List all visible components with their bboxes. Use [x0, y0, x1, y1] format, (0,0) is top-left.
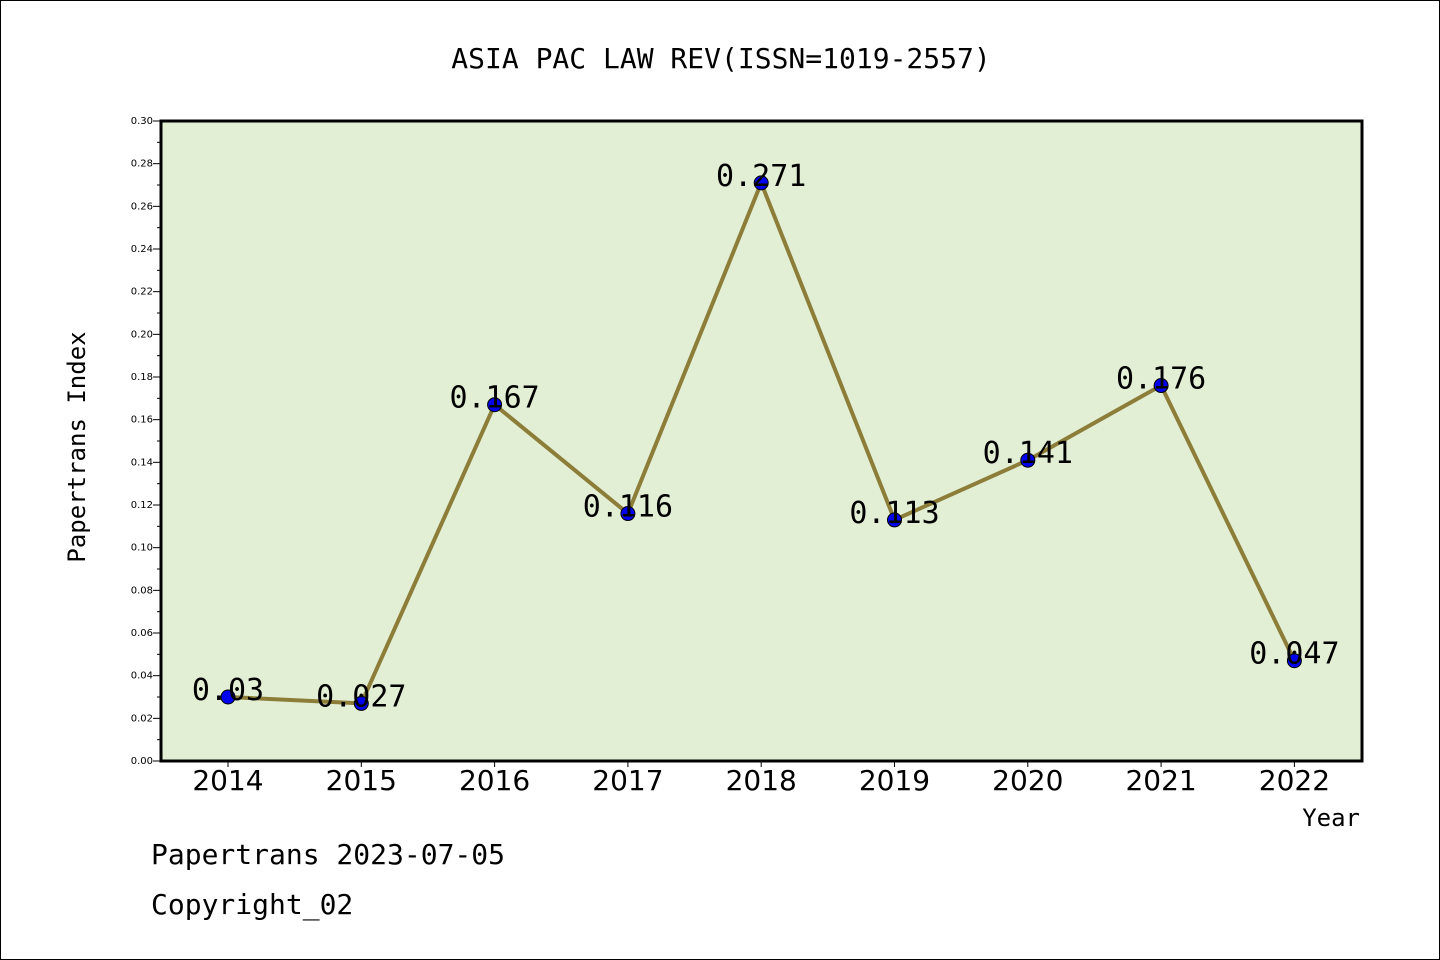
data-label: 0.271	[716, 159, 806, 194]
data-labels: 0.03 0.027 0.167 0.116 0.271 0.113 0.141 0.176 0…	[192, 159, 1340, 715]
data-point	[620, 506, 636, 522]
footer-copyright: Copyright_02	[151, 888, 353, 922]
y-axis-ticks: 0.00 0.02 0.04 0.06 0.08 0.10 0.12 0.14 0.16 0.18…	[131, 116, 161, 767]
data-label: 0.03	[192, 673, 264, 708]
data-point	[487, 397, 503, 413]
x-tick-label: 2015	[326, 764, 397, 797]
x-axis-label: Year	[1302, 804, 1360, 832]
x-tick-label: 2016	[459, 764, 530, 797]
data-point	[353, 695, 369, 711]
x-tick-label: 2022	[1259, 764, 1330, 797]
y-tick-label: 0.06	[131, 628, 153, 639]
x-tick-label: 2014	[192, 764, 263, 797]
data-point	[887, 512, 902, 528]
data-label: 0.176	[1116, 362, 1206, 397]
y-tick-label: 0.28	[131, 159, 153, 170]
y-tick-label: 0.26	[131, 201, 153, 212]
y-tick-label: 0.18	[131, 372, 153, 383]
x-tick-label: 2017	[592, 764, 663, 797]
data-label: 0.027	[316, 679, 406, 714]
data-label: 0.141	[983, 436, 1073, 471]
y-tick-label: 0.22	[131, 287, 153, 298]
y-tick-label: 0.12	[131, 500, 153, 511]
x-tick-label: 2020	[992, 764, 1063, 797]
data-point	[1020, 452, 1036, 468]
footer-date-line: Papertrans 2023-07-05	[151, 838, 505, 871]
y-tick-label: 0.30	[131, 116, 153, 127]
plot-area	[161, 121, 1362, 761]
data-markers	[220, 175, 1302, 711]
y-tick-label: 0.24	[131, 244, 153, 255]
data-point	[220, 689, 236, 705]
data-point	[1153, 378, 1169, 394]
data-label: 0.167	[449, 381, 539, 416]
y-tick-label: 0.02	[131, 713, 153, 724]
x-tick-label: 2018	[726, 764, 797, 797]
y-tick-label: 0.14	[131, 457, 153, 468]
data-label: 0.113	[849, 496, 939, 531]
data-label: 0.047	[1249, 637, 1339, 672]
y-tick-label: 0.00	[131, 756, 153, 767]
data-label: 0.116	[583, 490, 673, 525]
y-tick-label: 0.20	[131, 329, 153, 340]
x-tick-label: 2019	[859, 764, 930, 797]
chart-title: ASIA PAC LAW REV(ISSN=1019-2557)	[451, 42, 990, 75]
y-tick-label: 0.16	[131, 415, 153, 426]
x-axis-ticks: 2014 2015 2016 2017 2018 2019 2020 2021 2022	[192, 761, 1330, 797]
y-axis-label: Papertrans Index	[63, 331, 91, 562]
y-tick-label: 0.04	[131, 671, 153, 682]
y-tick-label: 0.10	[131, 543, 153, 554]
y-tick-label: 0.08	[131, 585, 153, 596]
data-point	[753, 175, 769, 191]
x-tick-label: 2021	[1125, 764, 1196, 797]
data-point	[1286, 653, 1302, 669]
plot-border	[159, 119, 1364, 763]
